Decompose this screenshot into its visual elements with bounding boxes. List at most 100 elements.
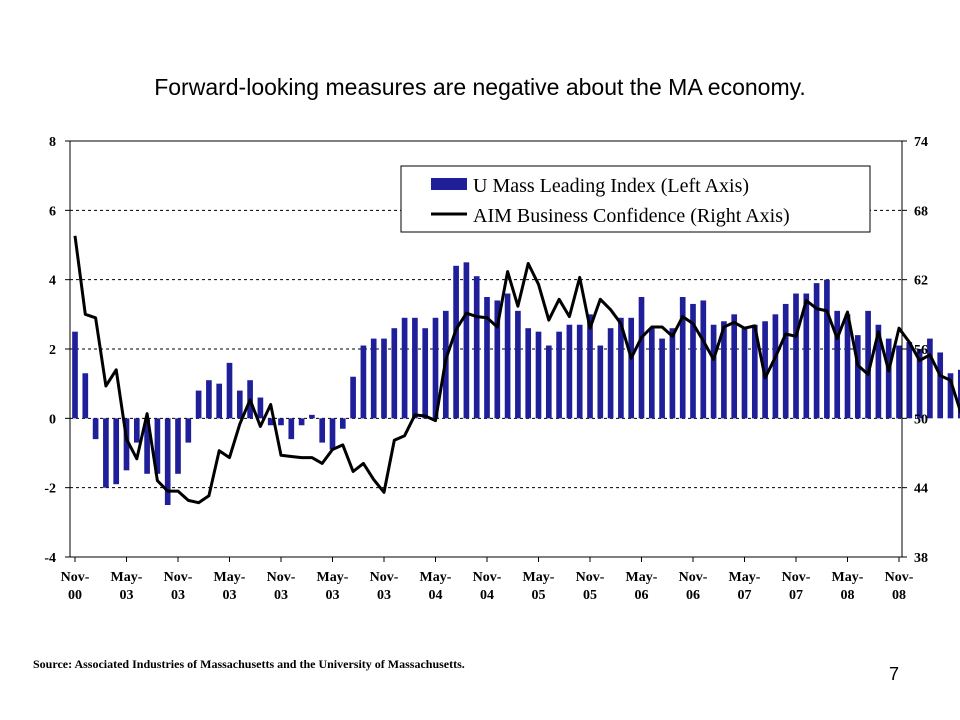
bar [865,310,871,419]
bar [741,328,748,419]
right-axis-label: 44 [914,482,928,497]
x-axis-label: Nov- [473,570,502,585]
left-axis-label: 2 [49,343,56,358]
series-line [73,235,960,505]
bar [206,380,212,419]
bar [669,328,676,419]
x-axis-label: 07 [738,588,752,603]
bar [782,303,789,419]
bar [226,362,233,419]
x-axis-label: Nov- [61,570,90,585]
legend-label: U Mass Leading Index (Left Axis) [473,175,749,197]
bar [164,418,171,505]
page-number: 7 [889,664,900,684]
x-axis-label: May- [111,570,143,585]
x-axis-label: Nov- [679,570,708,585]
bar [216,383,223,419]
bar [72,331,78,419]
bar [927,338,933,419]
x-axis-label: Nov- [576,570,605,585]
bar [113,418,120,485]
x-axis-label: 03 [223,588,237,603]
x-axis-label: 04 [429,588,443,603]
left-axis-label: 6 [49,204,56,219]
x-axis-label: 03 [377,588,391,603]
left-axis-label: -4 [44,551,56,566]
right-axis-label: 50 [914,412,928,427]
x-axis-label: Nov- [267,570,296,585]
bar [772,314,779,419]
bar [803,293,810,419]
bar [123,418,130,471]
right-axis-label: 56 [914,343,928,358]
bar [844,314,851,419]
bar [504,293,511,419]
bar [360,345,367,419]
x-axis-label: 06 [635,588,649,603]
bar [463,262,470,419]
bar [690,303,696,419]
bar [556,331,562,419]
bar [236,390,243,419]
bar [103,418,109,488]
bar [916,349,923,419]
bar [432,317,439,419]
bar [453,265,459,419]
bar [278,418,284,426]
bar [885,338,892,419]
bar [412,317,418,419]
legend-bar-swatch [431,178,467,190]
bar [391,328,398,419]
bar [350,376,356,419]
bar [597,345,604,419]
bar [947,373,954,419]
bar [875,324,882,419]
bar [957,369,960,419]
bar [628,317,635,419]
bar [576,324,583,419]
bar [545,345,552,419]
bar [473,276,480,419]
bar [370,338,377,419]
right-axis-label: 62 [914,274,928,289]
left-axis-label: 4 [49,274,56,289]
x-axis-label: 04 [480,588,494,603]
bar [267,418,274,426]
bar [494,300,501,419]
x-axis-label: Nov- [164,570,193,585]
x-axis-label: 03 [326,588,340,603]
bar [175,418,181,474]
bar [607,328,614,419]
bar [185,418,192,443]
x-axis-label: 03 [171,588,185,603]
x-axis-label: May- [626,570,658,585]
right-axis-label: 38 [914,551,928,566]
bar [92,418,99,440]
bar [618,317,624,419]
bar [587,314,593,419]
bar [288,418,295,440]
x-axis-label: May- [420,570,452,585]
x-axis-label: May- [523,570,555,585]
bar [710,324,717,419]
x-axis-label: May- [729,570,761,585]
bar [195,390,202,419]
bar [896,345,902,419]
bar [813,283,820,419]
x-axis-label: 03 [274,588,288,603]
bar [824,279,830,419]
x-axis-label: 07 [789,588,803,603]
bar [566,324,573,419]
bar [721,321,727,419]
x-axis-label: Nov- [370,570,399,585]
bar [154,418,161,474]
chart: -4-20246838445056626874Nov-00May-03Nov-0… [44,135,960,603]
x-axis-label: 03 [120,588,134,603]
right-axis-label: 68 [914,204,928,219]
bar [659,338,665,419]
x-axis-label: Nov- [782,570,811,585]
x-axis-label: May- [832,570,864,585]
bar [535,331,542,419]
bar [751,324,758,419]
bar [329,418,336,450]
